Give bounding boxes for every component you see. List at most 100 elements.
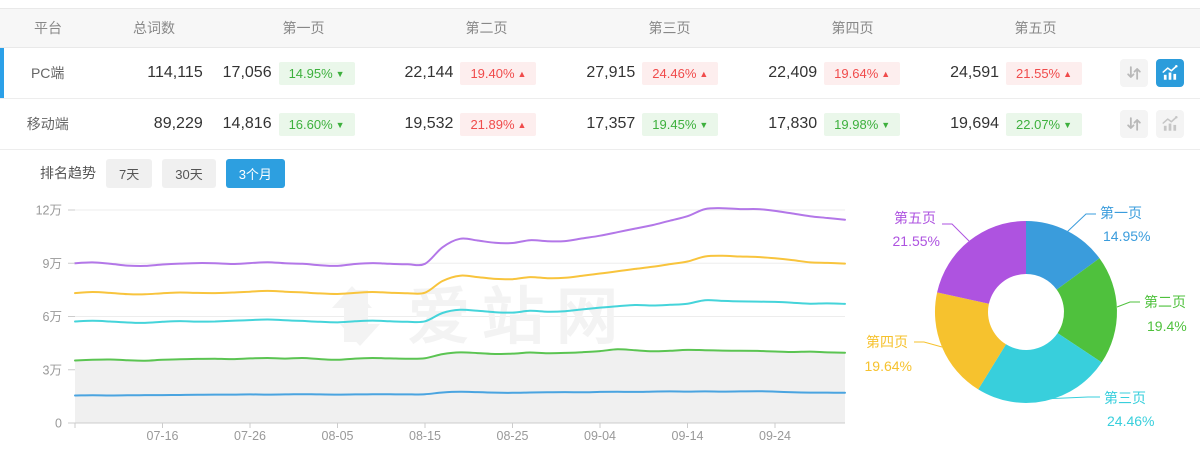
x-tick-label: 09-04: [584, 429, 616, 443]
y-tick-label: 6万: [43, 310, 62, 324]
page-cell: 24,591 21.55% ▲: [938, 61, 1120, 85]
donut-slice-label: 第四页: [866, 334, 908, 350]
page-count: 14,816: [222, 115, 272, 132]
page-cell: 22,144 19.40% ▲: [393, 61, 575, 85]
x-tick-label: 07-16: [147, 429, 179, 443]
series-line: [74, 348, 846, 362]
page-count: 17,357: [586, 115, 636, 132]
trend-chart-button[interactable]: [1156, 59, 1185, 87]
trend-badge: 19.45% ▼: [642, 112, 719, 136]
label-connector: [1116, 301, 1140, 308]
table-row[interactable]: PC端 114,115 17,056 14.95% ▼ 22,144 19.40% ▲ 27,9…: [0, 48, 1200, 99]
row-actions: [1120, 110, 1200, 138]
donut-slice: [1056, 258, 1117, 363]
keyword-table-body: PC端 114,115 17,056 14.95% ▼ 22,144 19.40% ▲ 27,9…: [0, 48, 1200, 150]
donut-slice-percent: 19.64%: [865, 358, 912, 374]
platform-cell: 移动端: [26, 116, 69, 132]
donut-slice-label: 第三页: [1104, 390, 1146, 406]
donut-slice-percent: 19.4%: [1147, 318, 1187, 334]
total-words-cell: 89,229: [153, 115, 203, 132]
trend-badge: 14.95% ▼: [278, 61, 355, 85]
page-cell: 27,915 24.46% ▲: [574, 61, 756, 85]
donut-slice-label: 第五页: [894, 210, 936, 226]
trend-badge: 24.46% ▲: [642, 61, 719, 85]
column-header: 总词数: [96, 18, 212, 38]
trend-arrow-icon: ▲: [699, 68, 709, 79]
donut-slice-percent: 14.95%: [1103, 228, 1150, 244]
column-header-label: 第二页: [465, 20, 508, 36]
bar-chart-icon: [1162, 64, 1178, 80]
trend-badge: 21.55% ▲: [1006, 61, 1083, 85]
y-tick-label: 12万: [36, 204, 62, 218]
label-connector: [1041, 396, 1100, 400]
column-header: 第二页: [395, 18, 578, 38]
series-area-fill: [75, 349, 845, 423]
trend-arrow-icon: ▼: [335, 68, 345, 79]
page-count: 27,915: [586, 64, 636, 81]
page-distribution-donut-chart: 第一页 14.95% 第二页 19.4% 第三页 24.46% 第四页 19.64% 第五页 21…: [865, 205, 1187, 429]
column-header-label: 第四页: [831, 20, 874, 36]
range-tab[interactable]: 3个月: [225, 158, 285, 188]
x-tick-label: 08-05: [322, 429, 354, 443]
sort-button[interactable]: [1120, 110, 1149, 138]
rank-trend-line-chart: 爱站网 0 3万 6万 9万 12万 07-16 07-26 08-05 08-15 08-25 09…: [36, 204, 846, 443]
sort-arrows-icon: [1127, 117, 1141, 131]
donut-slice: [937, 221, 1026, 304]
watermark-text: 爱站网: [408, 283, 630, 352]
y-tick-label: 9万: [43, 257, 62, 271]
label-connector: [942, 223, 970, 242]
page-cell: 19,532 21.89% ▲: [393, 112, 575, 136]
series-line: [74, 254, 846, 296]
series-line: [74, 390, 846, 397]
series-line: [74, 207, 846, 267]
column-header-label: 总词数: [133, 20, 175, 36]
page-cell: 19,694 22.07% ▼: [938, 112, 1120, 136]
range-tab[interactable]: 7天: [106, 158, 153, 188]
trend-controls: 排名趋势 7天 30天 3个月: [0, 158, 1200, 188]
column-header: 平台: [0, 18, 96, 38]
platform-cell: PC端: [30, 65, 65, 81]
page-count: 17,830: [768, 115, 818, 132]
trend-arrow-icon: ▼: [881, 119, 891, 130]
donut-slice-percent: 21.55%: [893, 233, 940, 249]
sort-arrows-icon: [1127, 66, 1141, 80]
trend-badge: 19.64% ▲: [824, 61, 901, 85]
page-cell: 17,357 19.45% ▼: [574, 112, 756, 136]
trend-arrow-icon: ▼: [1063, 119, 1073, 130]
bar-chart-icon: [1162, 115, 1178, 131]
page-cell: 17,830 19.98% ▼: [756, 112, 938, 136]
x-tick-label: 08-25: [497, 429, 529, 443]
trend-badge: 19.40% ▲: [460, 61, 537, 85]
trend-badge: 16.60% ▼: [278, 112, 355, 136]
label-connector: [1066, 213, 1096, 233]
y-tick-label: 3万: [43, 363, 62, 377]
column-header-label: 第一页: [282, 20, 325, 36]
page-cell: 14,816 16.60% ▼: [211, 112, 393, 136]
donut-slice-percent: 24.46%: [1107, 413, 1154, 429]
donut-slice: [1026, 221, 1100, 290]
column-header: 第三页: [578, 18, 761, 38]
page-cell: 17,056 14.95% ▼: [211, 61, 393, 85]
range-tab[interactable]: 30天: [162, 158, 216, 188]
trend-arrow-icon: ▼: [335, 119, 345, 130]
watermark: 爱站网: [332, 283, 630, 352]
watermark-logo-icon: [340, 290, 380, 346]
x-tick-label: 09-14: [672, 429, 704, 443]
column-header-label: 平台: [34, 20, 62, 36]
row-actions: [1120, 59, 1200, 87]
trend-badge: 22.07% ▼: [1006, 112, 1083, 136]
trend-arrow-icon: ▼: [699, 119, 709, 130]
trend-badge: 21.89% ▲: [460, 112, 537, 136]
trend-arrow-icon: ▲: [517, 119, 527, 130]
column-header-label: 第三页: [648, 20, 691, 36]
trend-arrow-icon: ▲: [881, 68, 891, 79]
sort-button[interactable]: [1120, 59, 1149, 87]
donut-slice-label: 第一页: [1100, 205, 1142, 221]
page-count: 24,591: [950, 64, 1000, 81]
trend-chart-button[interactable]: [1156, 110, 1185, 138]
label-connector: [914, 341, 943, 348]
series-line: [74, 299, 846, 324]
table-row[interactable]: 移动端 89,229 14,816 16.60% ▼ 19,532 21.89% ▲ 17,35…: [0, 99, 1200, 150]
page-count: 19,694: [950, 115, 1000, 132]
column-header: 第四页: [761, 18, 944, 38]
